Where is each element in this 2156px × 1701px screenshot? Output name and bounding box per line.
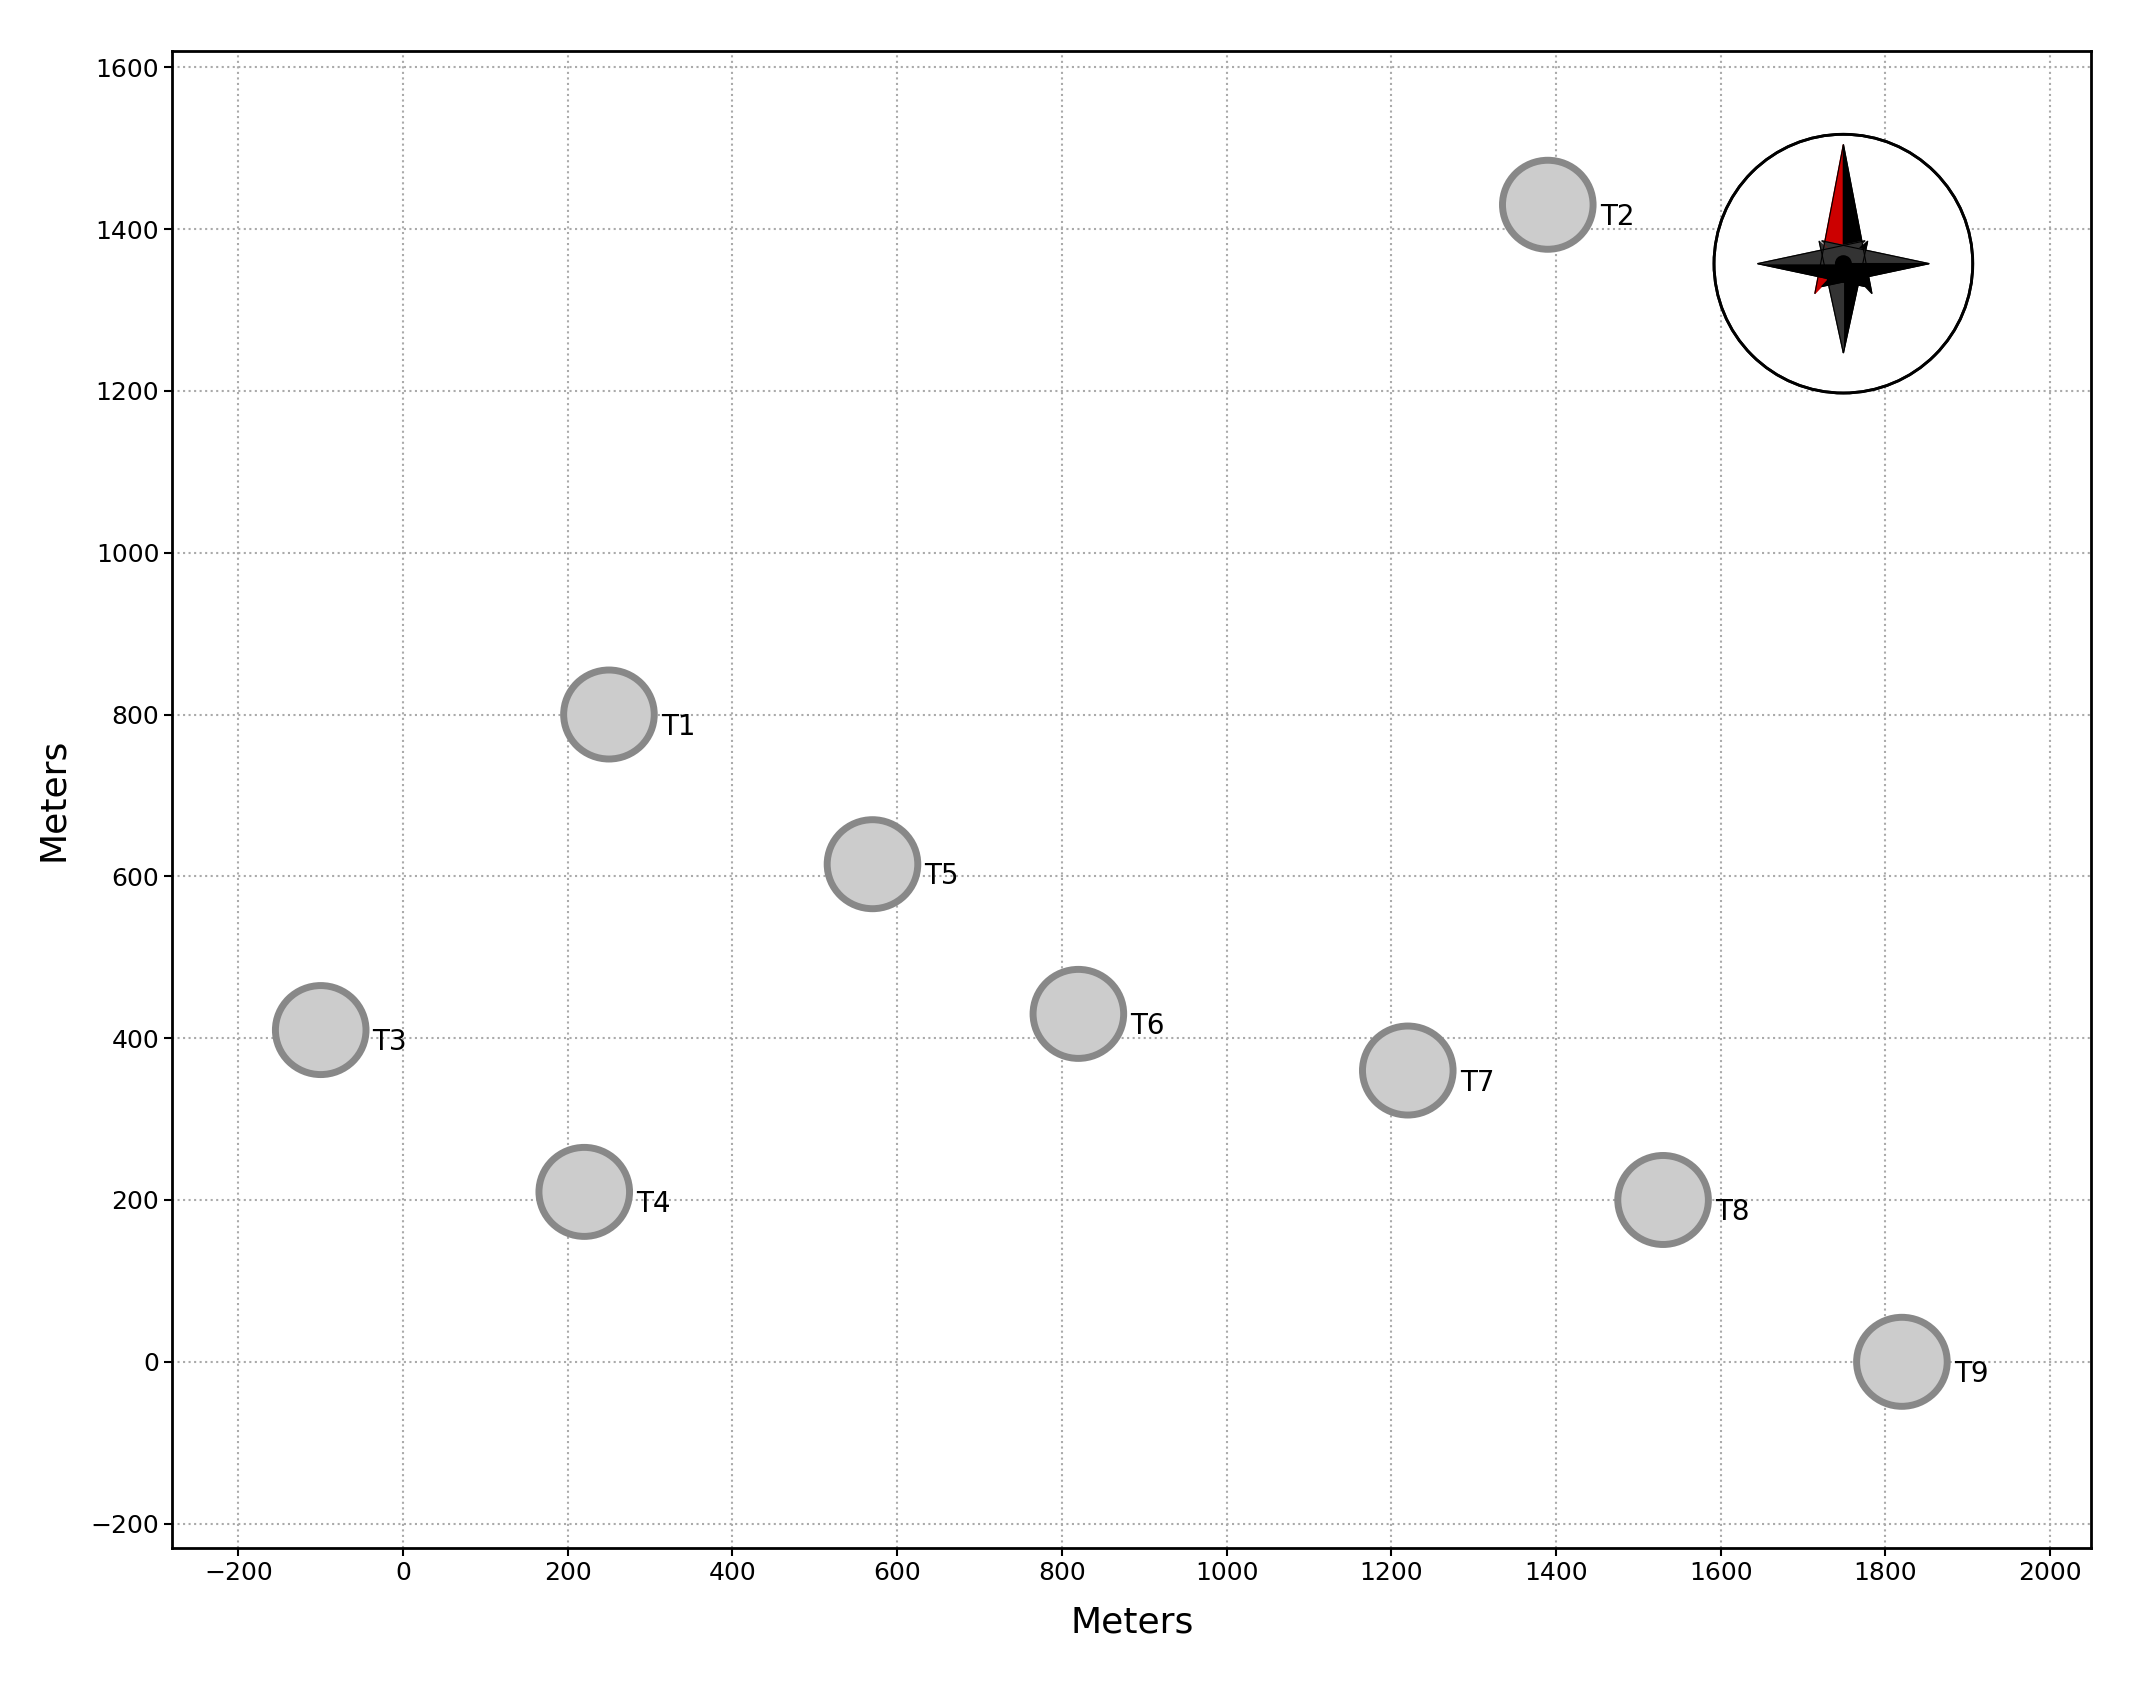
Circle shape (1856, 1317, 1947, 1407)
Circle shape (828, 820, 918, 908)
Circle shape (1033, 970, 1123, 1058)
Circle shape (1617, 1155, 1708, 1245)
Circle shape (1714, 134, 1973, 393)
Polygon shape (1822, 242, 1930, 264)
Text: T4: T4 (636, 1191, 671, 1218)
Polygon shape (1843, 145, 1871, 293)
Polygon shape (1822, 264, 1930, 286)
Polygon shape (1757, 242, 1865, 264)
Text: T1: T1 (662, 713, 696, 740)
Y-axis label: Meters: Meters (37, 738, 69, 861)
Circle shape (563, 670, 653, 759)
Text: T7: T7 (1460, 1068, 1494, 1097)
Polygon shape (1820, 242, 1843, 352)
Circle shape (539, 1148, 630, 1237)
Text: T9: T9 (1953, 1361, 1988, 1388)
Text: T5: T5 (925, 862, 959, 890)
Circle shape (276, 985, 367, 1075)
Polygon shape (1815, 145, 1843, 293)
X-axis label: Meters: Meters (1069, 1606, 1194, 1640)
Circle shape (1363, 1026, 1453, 1116)
Polygon shape (1843, 242, 1867, 352)
Circle shape (1835, 255, 1852, 272)
Circle shape (1503, 160, 1593, 250)
Text: T8: T8 (1714, 1198, 1749, 1226)
Text: T2: T2 (1600, 202, 1634, 231)
Polygon shape (1757, 264, 1865, 286)
Text: T3: T3 (373, 1029, 407, 1056)
Text: T6: T6 (1130, 1012, 1164, 1039)
